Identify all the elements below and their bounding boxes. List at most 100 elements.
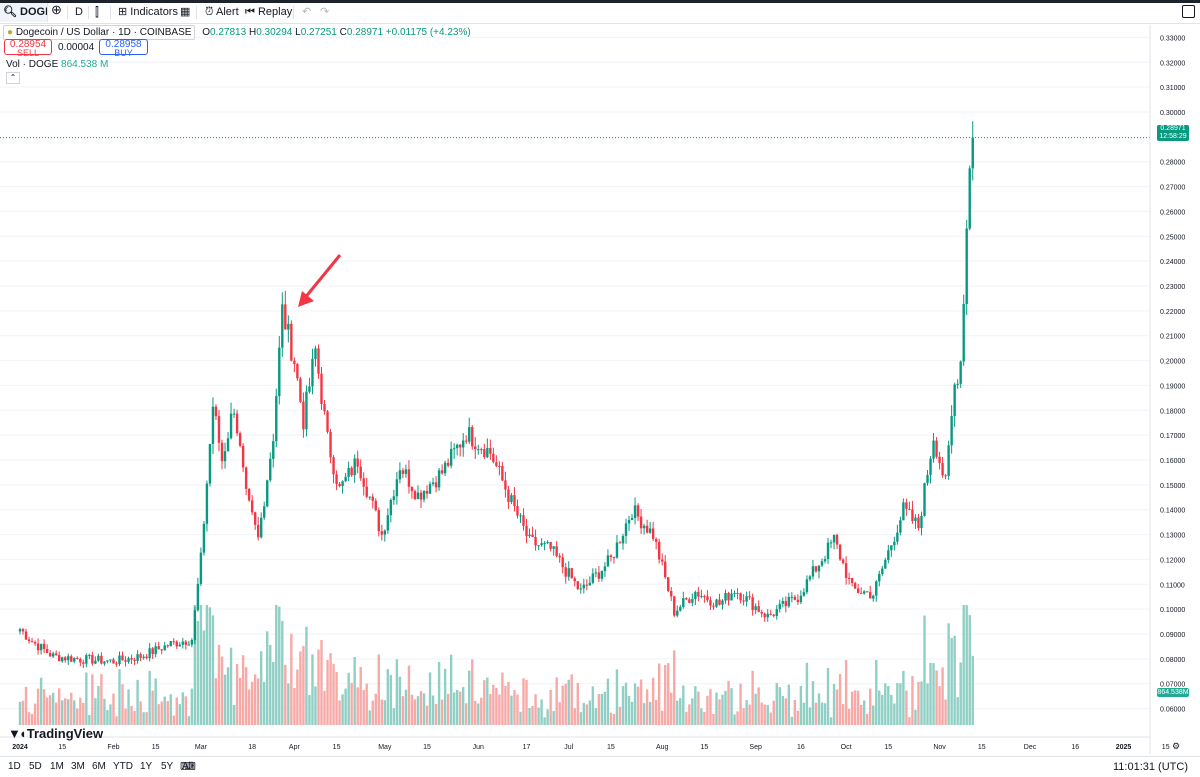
volume-bar	[85, 672, 88, 725]
time-axis[interactable]: 2024 15 Feb 15 Mar 18 Apr 15 May 15 Jun 17 Jul 15 Aug 1…	[0, 736, 1180, 751]
volume-bar	[853, 690, 857, 725]
volume-bar	[603, 691, 607, 725]
volume-bar	[724, 690, 727, 725]
alert-button[interactable]: ⏰︎ Alert	[205, 5, 239, 19]
candle-body	[847, 577, 851, 579]
candle-body	[296, 364, 299, 379]
undo-icon[interactable]: ↶	[302, 6, 312, 18]
volume-bar	[386, 669, 390, 725]
high-value: 0.30294	[256, 27, 293, 38]
chart-area[interactable]: 0.330000.320000.310000.300000.290000.280…	[0, 25, 1200, 754]
candle-body	[790, 596, 794, 598]
range-3m[interactable]: 3M	[71, 761, 85, 772]
volume-bar	[172, 715, 175, 725]
volume-bar	[362, 689, 365, 725]
candle-body	[329, 431, 332, 458]
candle-body	[287, 323, 290, 330]
vol-value: 864.538 M	[61, 59, 109, 70]
volume-bar	[784, 698, 788, 725]
candle-body	[570, 568, 573, 579]
volume-bar	[959, 662, 962, 725]
candle-body	[211, 406, 215, 444]
volume-bar	[673, 650, 676, 725]
volume-bar	[609, 712, 613, 725]
volume-bar	[419, 691, 423, 725]
volume-bar	[790, 716, 794, 725]
range-all[interactable]: All	[182, 761, 194, 772]
candle-body	[21, 629, 25, 632]
candle-body	[455, 444, 459, 449]
candle-body	[727, 593, 730, 601]
clock[interactable]: 11:01:31 (UTC)	[1113, 761, 1188, 773]
candle-body	[823, 559, 827, 562]
volume-bar	[130, 705, 133, 725]
fullscreen-icon[interactable]	[1182, 5, 1195, 18]
candle-body	[567, 568, 570, 577]
layout-icon[interactable]: ▦	[180, 6, 191, 18]
range-1m[interactable]: 1M	[50, 761, 64, 772]
volume-bar	[181, 692, 185, 725]
range-5y[interactable]: 5Y	[161, 761, 174, 772]
candle-body	[820, 561, 824, 566]
candle-body	[513, 495, 516, 507]
time-tick: Sep	[749, 744, 762, 751]
range-1y[interactable]: 1Y	[140, 761, 153, 772]
candle-body	[636, 505, 640, 517]
replay-label: Replay	[257, 6, 293, 18]
volume-bar	[163, 696, 166, 725]
buy-label: BUY	[114, 48, 133, 58]
volume-bar	[808, 707, 812, 725]
candle-body	[841, 559, 845, 564]
volume-bar	[519, 711, 522, 725]
indicators-button[interactable]: ⊞ Indicators	[118, 5, 178, 19]
range-ytd[interactable]: YTD	[113, 761, 133, 772]
volume-bar	[329, 653, 332, 725]
candle-body	[679, 606, 682, 611]
range-5d[interactable]: 5D	[29, 761, 42, 772]
candle-body	[642, 525, 646, 529]
volume-bar	[682, 685, 685, 725]
interval-button[interactable]: D	[75, 6, 83, 18]
chart-type-icon[interactable]: ⫿	[95, 5, 99, 19]
volume-bar	[196, 620, 200, 725]
top-toolbar: 🔍︎ DOGEU ⊕ D ⫿ ⊞ Indicators ▦ ⏰︎ Alert ⏮…	[0, 0, 1200, 24]
range-1d[interactable]: 1D	[8, 761, 21, 772]
price-tick: 0.21000	[1160, 334, 1185, 341]
candle-body	[706, 596, 709, 601]
sell-button[interactable]: 0.28954 SELL	[4, 39, 52, 58]
volume-bar	[27, 712, 31, 725]
axis-settings-icon[interactable]: ⚙	[1172, 741, 1180, 751]
volume-bar	[106, 710, 109, 725]
add-symbol-icon[interactable]: ⊕	[51, 2, 62, 17]
volume-bar	[911, 676, 914, 725]
price-chart[interactable]: 0.330000.320000.310000.300000.290000.280…	[0, 25, 1200, 754]
candle-body	[826, 542, 830, 560]
volume-bar	[709, 689, 712, 725]
volume-bar	[555, 677, 558, 725]
buy-button[interactable]: 0.28958 BUY	[99, 39, 148, 58]
time-tick: 2025	[1116, 744, 1132, 751]
symbol-title[interactable]: ● Dogecoin / US Dollar · 1D · COINBASE	[3, 25, 196, 40]
collapse-legend-icon[interactable]: ⌃	[6, 72, 20, 84]
volume-bar	[645, 689, 649, 725]
volume-bar	[154, 678, 157, 725]
volume-bar	[823, 703, 827, 725]
candle-body	[498, 465, 501, 467]
symbol-search[interactable]: 🔍︎ DOGEU	[0, 3, 48, 22]
volume-bar	[24, 686, 28, 725]
volume-bar	[422, 693, 426, 725]
price-axis[interactable]: 0.330000.320000.310000.300000.290000.280…	[1149, 25, 1185, 754]
volume-bar	[856, 690, 860, 725]
replay-button[interactable]: ⏮︎ Replay	[245, 5, 292, 19]
range-6m[interactable]: 6M	[92, 761, 106, 772]
volume-bar	[597, 694, 601, 725]
candle-body	[754, 606, 757, 611]
volume-bar	[971, 655, 974, 725]
volume-bar	[320, 639, 323, 725]
volume-bar	[546, 709, 549, 725]
candle-body	[106, 660, 109, 662]
redo-icon[interactable]: ↷	[320, 6, 330, 18]
candle-body	[250, 500, 254, 513]
date-range-icon[interactable]: ⌨︎	[180, 761, 196, 773]
candle-body	[39, 643, 43, 651]
